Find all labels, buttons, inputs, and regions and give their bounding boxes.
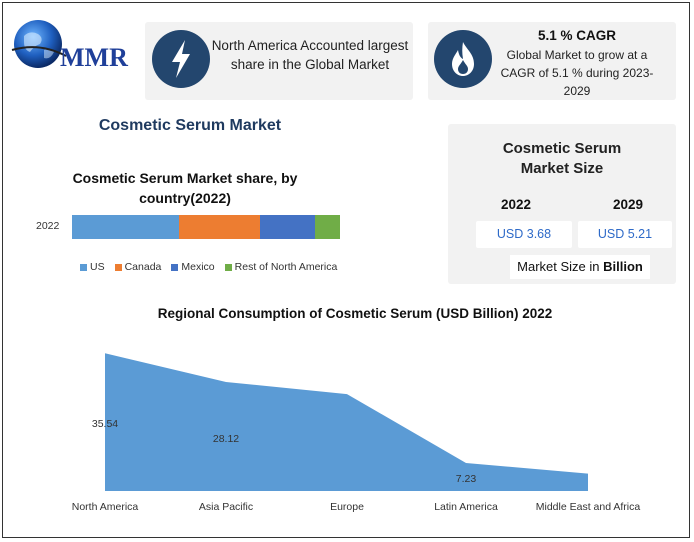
year-2022-label: 2022	[500, 197, 532, 212]
x-tick-label: Latin America	[434, 501, 498, 513]
bar-segment-canada	[179, 215, 260, 239]
year-2029-label: 2029	[612, 197, 644, 212]
value-2029-box: USD 5.21	[578, 221, 672, 248]
market-size-card: Cosmetic Serum Market Size 2022 2029 USD…	[448, 124, 676, 284]
flame-icon	[452, 42, 474, 76]
region-chart-title: Regional Consumption of Cosmetic Serum (…	[157, 306, 553, 321]
cagr-text: Global Market to grow at a CAGR of 5.1 %…	[500, 48, 654, 98]
market-size-title: Cosmetic Serum Market Size	[502, 140, 622, 177]
legend-item-mexico: Mexico	[171, 261, 215, 273]
legend-label: US	[90, 261, 105, 273]
logo-text: MMR	[60, 43, 128, 72]
market-size-unit-value: Billion	[603, 259, 643, 274]
area-series	[105, 353, 588, 491]
legend-item-rest-of-north-america: Rest of North America	[224, 261, 338, 273]
market-size-unit: Market Size in Billion	[510, 255, 650, 279]
bar-segment-rest-of-north-america	[314, 215, 340, 239]
legend-label: Canada	[124, 261, 162, 273]
share-chart-legend: US Canada Mexico Rest of North America	[80, 261, 337, 273]
north-america-highlight-text: North America Accounted largest share in…	[211, 38, 409, 72]
x-tick-label: Middle East and Africa	[536, 501, 641, 513]
legend-label: Rest of North America	[234, 261, 338, 273]
share-stacked-bar	[72, 215, 340, 239]
data-label: 28.12	[213, 433, 239, 445]
main-title: Cosmetic Serum Market	[98, 117, 282, 134]
legend-swatch	[114, 263, 122, 271]
x-tick-label: North America	[72, 501, 139, 513]
share-chart-title: Cosmetic Serum Market share, by country(…	[72, 170, 298, 206]
lightning-icon-circle	[152, 30, 210, 88]
legend-swatch	[80, 263, 87, 271]
legend-swatch	[171, 263, 179, 271]
flame-icon-circle	[434, 30, 492, 88]
data-label: 35.54	[92, 418, 118, 430]
legend-label: Mexico	[181, 261, 215, 273]
legend-swatch	[224, 263, 232, 271]
bar-segment-us	[72, 215, 180, 239]
value-2022-box: USD 3.68	[476, 221, 572, 248]
legend-item-us: US	[80, 261, 105, 273]
lightning-icon	[172, 40, 190, 78]
bar-segment-mexico	[259, 215, 315, 239]
x-tick-label: Asia Pacific	[199, 501, 253, 513]
share-chart-category-label: 2022	[36, 220, 60, 232]
cagr-title: 5.1 % CAGR	[537, 28, 617, 43]
x-tick-label: Europe	[330, 501, 364, 513]
data-label: 7.23	[456, 473, 477, 485]
legend-item-canada: Canada	[114, 261, 162, 273]
market-size-unit-prefix: Market Size in	[517, 259, 604, 274]
mmr-logo: MMR	[11, 20, 128, 72]
